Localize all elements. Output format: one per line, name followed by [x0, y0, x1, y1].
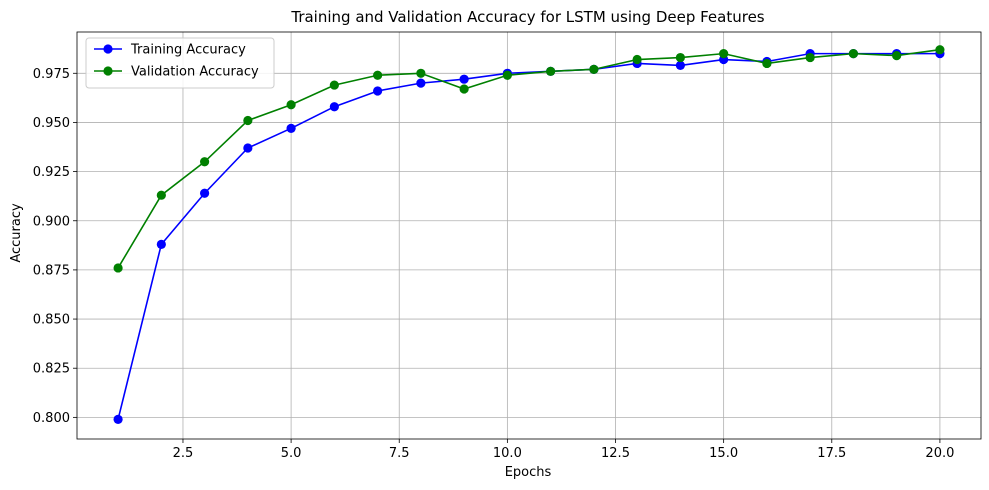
x-tick-label: 10.0	[493, 446, 522, 461]
x-tick-label: 15.0	[709, 446, 738, 461]
series-line	[117, 48, 941, 269]
data-point	[199, 188, 210, 198]
legend-marker	[103, 66, 113, 76]
legend-box	[85, 37, 275, 89]
y-tick-label: 0.975	[33, 67, 70, 82]
data-point	[373, 70, 383, 80]
data-point	[675, 60, 685, 71]
data-point	[113, 414, 123, 424]
chart-title: Training and Validation Accuracy for LST…	[290, 8, 764, 26]
y-tick-label: 0.950	[33, 116, 70, 131]
data-point	[286, 100, 296, 110]
data-point	[416, 68, 426, 78]
data-point	[286, 123, 296, 133]
x-tick-label: 2.5	[173, 446, 194, 461]
data-point	[459, 84, 469, 94]
series-line	[117, 52, 940, 420]
data-point	[805, 52, 815, 63]
y-tick-label: 0.875	[33, 263, 70, 278]
data-point	[329, 102, 339, 112]
data-point	[892, 50, 902, 61]
data-point	[156, 239, 166, 249]
y-tick-label: 0.825	[33, 362, 70, 377]
x-axis-label: Epochs	[505, 465, 552, 480]
data-point	[459, 74, 469, 84]
data-point	[848, 49, 859, 59]
series-1	[113, 45, 945, 273]
data-point	[113, 263, 123, 273]
y-tick-label: 0.850	[33, 313, 70, 328]
x-tick-label: 17.5	[817, 446, 846, 461]
y-axis-label: Accuracy	[9, 203, 24, 263]
x-tick-label: 7.5	[389, 446, 410, 461]
x-tick-label: 20.0	[925, 446, 954, 461]
x-tick-label: 5.0	[281, 446, 302, 461]
series-0	[113, 49, 945, 424]
data-point	[502, 70, 512, 80]
data-point	[156, 190, 166, 200]
data-point	[243, 115, 253, 126]
y-tick-label: 0.800	[33, 411, 70, 426]
data-point	[546, 66, 556, 76]
data-point	[243, 143, 253, 153]
data-point	[373, 86, 383, 96]
y-tick-label: 0.900	[33, 214, 70, 229]
legend-label: Training Accuracy	[130, 43, 246, 58]
data-point	[632, 54, 642, 65]
data-point	[589, 64, 599, 74]
data-point	[935, 45, 945, 55]
data-point	[762, 58, 772, 69]
data-point	[719, 49, 729, 59]
legend: Training Accuracy Validation Accuracy	[85, 37, 275, 89]
axes: 2.5 5.0 7.5 10.0 12.5 15.0 17.5 20.0 0.800 0.825 0…	[33, 31, 982, 461]
x-tick-label: 12.5	[601, 446, 630, 461]
y-tick-label: 0.925	[33, 165, 70, 180]
data-point	[675, 52, 685, 63]
data-point	[199, 157, 210, 167]
plot-frame	[76, 31, 982, 440]
plot-series	[113, 45, 945, 424]
legend-marker	[103, 44, 113, 54]
grid	[77, 32, 981, 439]
legend-label: Validation Accuracy	[131, 65, 259, 80]
data-point	[416, 78, 426, 88]
data-point	[329, 80, 339, 90]
